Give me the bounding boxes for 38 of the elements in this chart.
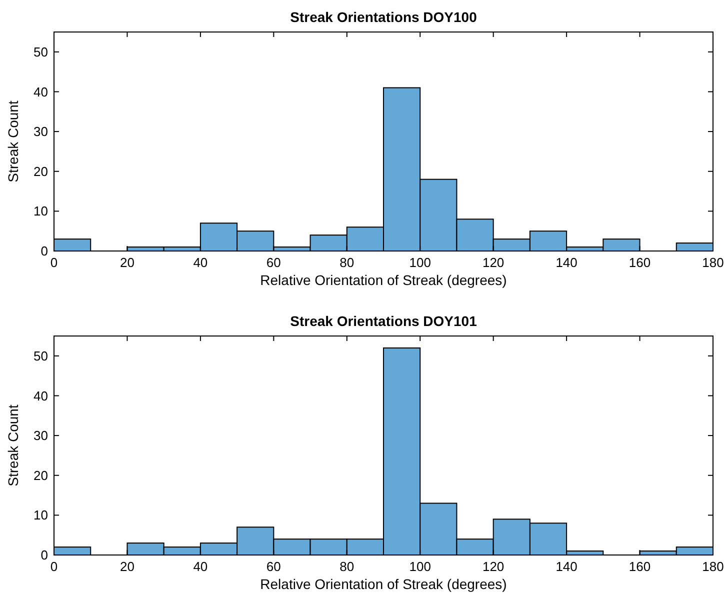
x-tick-label: 140 bbox=[556, 559, 578, 574]
chart-title: Streak Orientations DOY101 bbox=[290, 313, 478, 329]
y-tick-label: 10 bbox=[34, 508, 48, 523]
x-tick-label: 160 bbox=[628, 255, 651, 270]
y-tick-label: 50 bbox=[34, 348, 48, 364]
y-axis-title: Streak Count bbox=[5, 100, 21, 182]
x-tick-label: 20 bbox=[120, 255, 134, 270]
x-tick-label: 160 bbox=[628, 559, 651, 574]
y-tick-label: 10 bbox=[34, 204, 48, 219]
chart-title: Streak Orientations DOY100 bbox=[290, 9, 478, 25]
y-tick-label: 50 bbox=[34, 44, 48, 60]
x-tick-label: 120 bbox=[482, 255, 504, 270]
x-tick-label: 0 bbox=[50, 255, 58, 270]
y-tick-label: 40 bbox=[34, 388, 48, 404]
x-axis-title: Relative Orientation of Streak (degrees) bbox=[260, 576, 507, 592]
x-tick-label: 40 bbox=[193, 255, 208, 270]
x-tick-label: 60 bbox=[266, 255, 281, 270]
y-tick-label: 40 bbox=[34, 84, 48, 100]
y-tick-label: 20 bbox=[34, 164, 48, 179]
x-tick-label: 100 bbox=[409, 559, 431, 574]
x-tick-label: 80 bbox=[340, 255, 354, 270]
y-tick-label: 20 bbox=[34, 468, 48, 483]
x-tick-label: 180 bbox=[702, 559, 724, 574]
y-tick-label: 0 bbox=[40, 244, 48, 259]
x-tick-label: 40 bbox=[193, 559, 208, 574]
y-tick-label: 30 bbox=[34, 124, 48, 140]
x-tick-label: 60 bbox=[266, 559, 281, 574]
x-tick-label: 0 bbox=[50, 559, 58, 574]
y-tick-label: 0 bbox=[40, 548, 48, 563]
x-tick-label: 140 bbox=[556, 255, 578, 270]
x-tick-label: 120 bbox=[482, 559, 504, 574]
x-tick-label: 180 bbox=[702, 255, 724, 270]
x-tick-label: 20 bbox=[120, 559, 134, 574]
x-axis-title: Relative Orientation of Streak (degrees) bbox=[260, 272, 507, 288]
y-tick-label: 30 bbox=[34, 428, 48, 444]
x-tick-label: 100 bbox=[409, 255, 431, 270]
y-axis-title: Streak Count bbox=[5, 404, 21, 486]
x-tick-label: 80 bbox=[340, 559, 354, 574]
